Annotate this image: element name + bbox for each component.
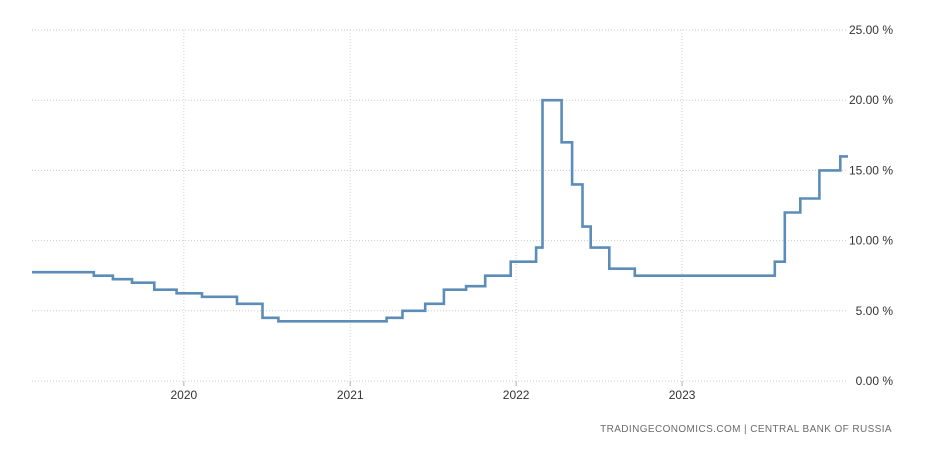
series-group bbox=[32, 98, 848, 323]
y-tick-label: 20.00 % bbox=[849, 93, 893, 107]
x-tick-label: 2022 bbox=[503, 388, 530, 402]
y-tick-label: 25.00 % bbox=[849, 23, 893, 37]
y-tick-label: 10.00 % bbox=[849, 234, 893, 248]
series-line bbox=[32, 98, 848, 323]
x-tick-label: 2023 bbox=[669, 388, 696, 402]
grid bbox=[32, 29, 848, 382]
x-tick-label: 2020 bbox=[170, 388, 197, 402]
y-tick-label: 0.00 % bbox=[856, 374, 894, 388]
x-axis: 2020 2021 2022 2023 bbox=[170, 381, 696, 402]
source-label: TRADINGECONOMICS.COM | CENTRAL BANK OF R… bbox=[600, 424, 892, 435]
y-tick-label: 5.00 % bbox=[856, 304, 894, 318]
y-axis: 0.00 % 5.00 % 10.00 % 15.00 % 20.00 % 25.00 % bbox=[849, 23, 893, 388]
x-tick-label: 2021 bbox=[337, 388, 364, 402]
y-tick-label: 15.00 % bbox=[849, 163, 893, 177]
